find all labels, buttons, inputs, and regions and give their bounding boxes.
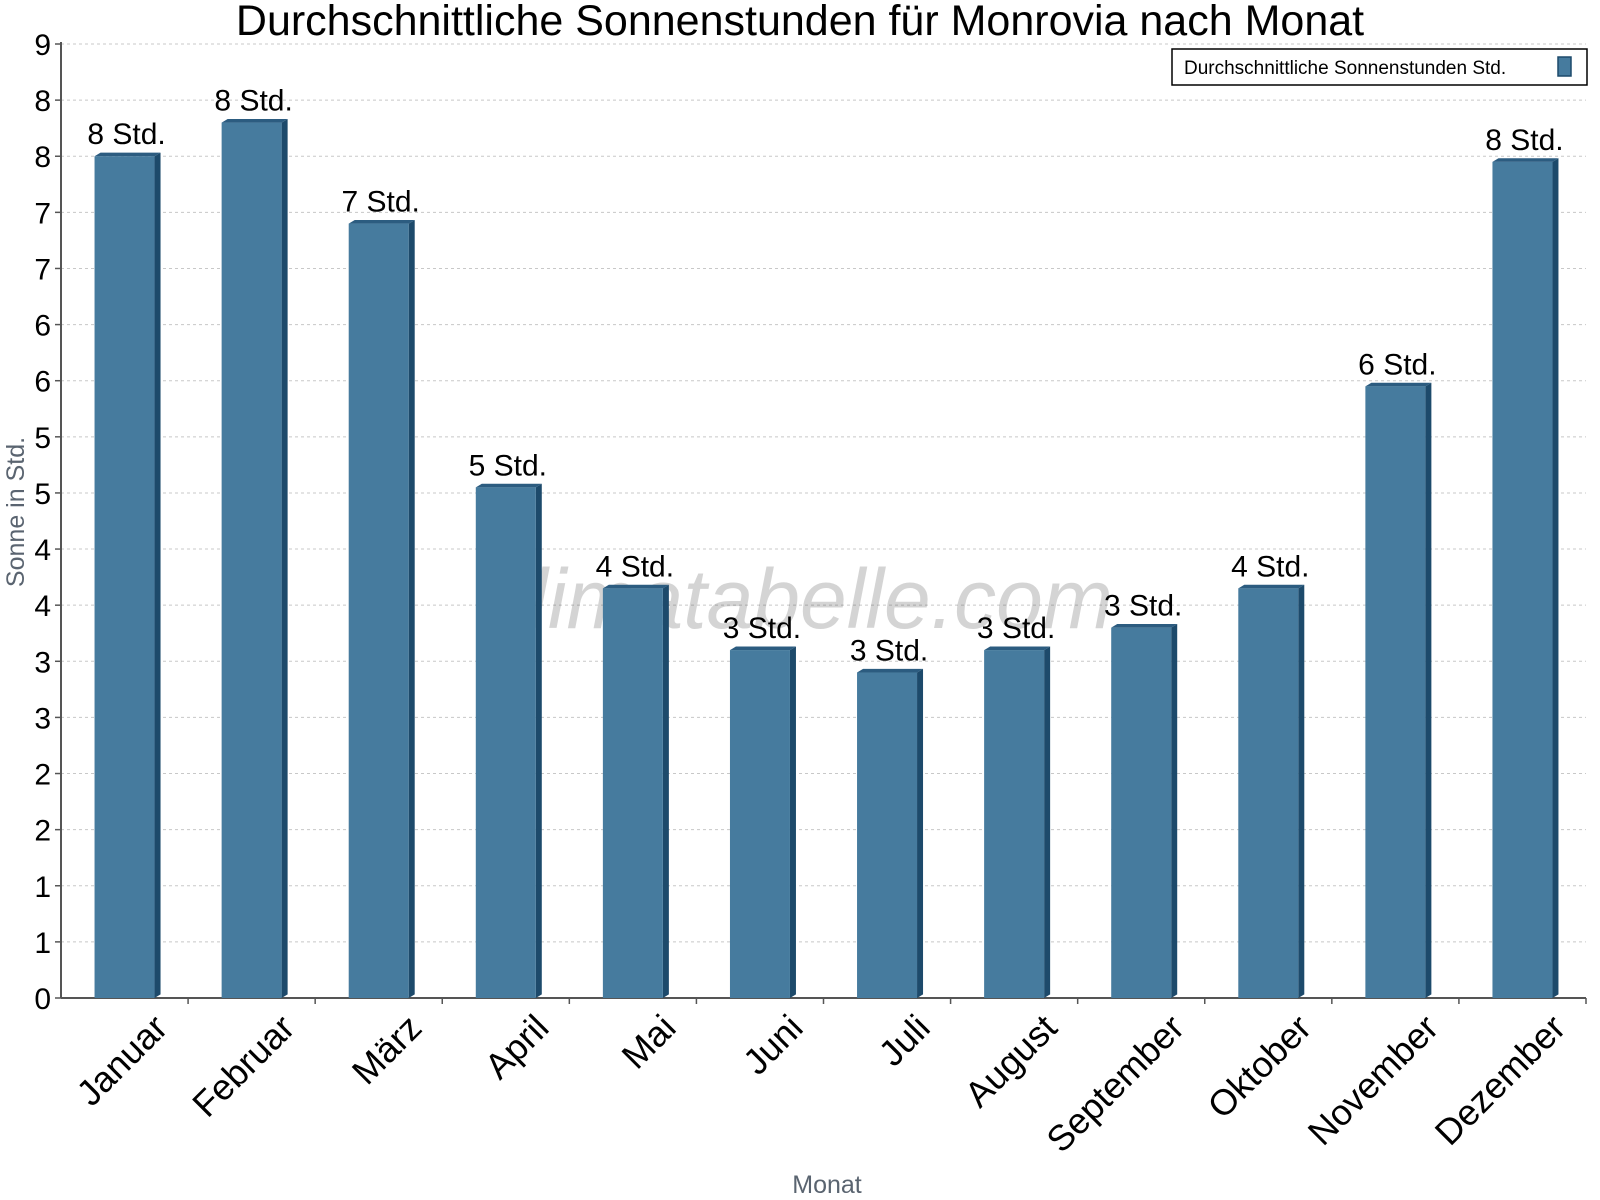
data-label-mai: 4 Std. bbox=[596, 550, 674, 583]
bar-top-august bbox=[984, 646, 1051, 651]
bar-side-januar bbox=[154, 152, 161, 998]
x-tick-label-märz: März bbox=[344, 1007, 430, 1093]
x-tick-label-februar: Februar bbox=[184, 1007, 302, 1125]
data-label-september: 3 Std. bbox=[1104, 590, 1182, 623]
chart-title: Durchschnittliche Sonnenstunden für Monr… bbox=[236, 0, 1364, 45]
bar-top-november bbox=[1365, 382, 1432, 387]
y-axis-ticks: 0 1 1 2 2 3 3 4 4 5 5 6 6 7 7 8 8 9 bbox=[34, 29, 61, 1016]
y-tick-label: 8 bbox=[34, 85, 51, 118]
data-label-juni: 3 Std. bbox=[723, 612, 801, 645]
bar-side-august bbox=[1044, 646, 1051, 998]
bars bbox=[94, 118, 1559, 999]
bar-top-september bbox=[1111, 624, 1178, 628]
bar-märz bbox=[348, 223, 409, 998]
bar-side-mai bbox=[662, 584, 669, 998]
data-label-juli: 3 Std. bbox=[850, 635, 928, 668]
y-tick-label: 7 bbox=[34, 253, 51, 286]
axes bbox=[60, 42, 1586, 999]
y-tick-label: 2 bbox=[34, 815, 51, 848]
bar-side-juni bbox=[789, 646, 796, 998]
y-axis-label: Sonne in Std. bbox=[2, 437, 30, 587]
y-tick-label: 3 bbox=[34, 702, 51, 735]
gridlines bbox=[61, 43, 1586, 943]
x-tick-label-april: April bbox=[477, 1007, 557, 1087]
x-tick-label-juni: Juni bbox=[735, 1007, 811, 1083]
y-tick-label: 9 bbox=[34, 29, 51, 62]
bar-side-september bbox=[1171, 624, 1178, 998]
bar-side-juli bbox=[917, 668, 924, 998]
y-tick-label: 2 bbox=[34, 759, 51, 792]
bar-side-november bbox=[1425, 382, 1432, 998]
legend-swatch bbox=[1557, 56, 1572, 77]
x-tick-label-oktober: Oktober bbox=[1199, 1007, 1319, 1127]
bar-mai bbox=[602, 588, 663, 998]
bar-top-märz bbox=[348, 219, 415, 224]
y-tick-label: 4 bbox=[34, 590, 51, 623]
x-tick-label-september: September bbox=[1038, 1007, 1192, 1161]
watermark-layer: klimatabelle.com bbox=[487, 552, 1113, 646]
bar-april bbox=[475, 487, 536, 998]
bar-februar bbox=[221, 122, 282, 999]
data-labels: 8 Std. 8 Std. 7 Std. 5 Std. 4 Std. 3 Std. 3 St… bbox=[87, 85, 1563, 668]
bar-dezember bbox=[1492, 161, 1553, 999]
y-tick-label: 5 bbox=[34, 422, 51, 455]
data-label-februar: 8 Std. bbox=[214, 85, 292, 118]
bar-top-april bbox=[475, 483, 542, 488]
bar-november bbox=[1365, 386, 1426, 999]
watermark-text: klimatabelle.com bbox=[487, 552, 1113, 646]
bar-januar bbox=[94, 156, 155, 998]
bar-side-april bbox=[535, 483, 542, 999]
data-label-august: 3 Std. bbox=[977, 612, 1055, 645]
y-tick-label: 8 bbox=[34, 141, 51, 174]
legend-entry-label: Durchschnittliche Sonnenstunden Std. bbox=[1184, 58, 1506, 79]
y-tick-label: 6 bbox=[34, 366, 51, 399]
bar-top-juni bbox=[729, 646, 796, 651]
bar-juli bbox=[857, 672, 918, 998]
x-tick-label-mai: Mai bbox=[614, 1007, 684, 1077]
data-label-april: 5 Std. bbox=[469, 449, 547, 482]
legend-box bbox=[1171, 48, 1588, 86]
y-tick-label: 5 bbox=[34, 478, 51, 511]
x-tick-label-november: November bbox=[1300, 1007, 1446, 1153]
bar-side-dezember bbox=[1552, 158, 1559, 998]
bar-oktober bbox=[1238, 588, 1299, 998]
bar-side-märz bbox=[408, 219, 415, 999]
bar-top-dezember bbox=[1492, 158, 1559, 162]
bar-september bbox=[1111, 627, 1172, 998]
bar-top-januar bbox=[94, 152, 161, 157]
bar-top-mai bbox=[602, 584, 669, 589]
data-label-märz: 7 Std. bbox=[342, 186, 420, 219]
data-label-november: 6 Std. bbox=[1358, 348, 1436, 381]
data-label-oktober: 4 Std. bbox=[1231, 550, 1309, 583]
bar-juni bbox=[729, 650, 790, 998]
y-tick-label: 7 bbox=[34, 197, 51, 230]
y-tick-label: 3 bbox=[34, 646, 51, 679]
y-tick-label: 1 bbox=[34, 927, 51, 960]
x-tick-label-dezember: Dezember bbox=[1427, 1007, 1573, 1153]
x-tick-label-juli: Juli bbox=[871, 1007, 938, 1074]
data-label-dezember: 8 Std. bbox=[1485, 124, 1563, 157]
x-tick-label-januar: Januar bbox=[68, 1007, 175, 1114]
data-label-januar: 8 Std. bbox=[87, 118, 165, 151]
y-tick-label: 6 bbox=[34, 310, 51, 343]
bar-top-oktober bbox=[1238, 584, 1305, 589]
y-tick-label: 4 bbox=[34, 534, 51, 567]
y-tick-label: 1 bbox=[34, 871, 51, 904]
bar-top-juli bbox=[857, 668, 924, 673]
x-axis-label: Monat bbox=[792, 1171, 862, 1199]
y-tick-label: 0 bbox=[34, 983, 51, 1016]
x-tick-label-august: August bbox=[957, 1007, 1065, 1115]
x-axis-ticks: Januar Februar März April Mai Juni Juli AugustS… bbox=[68, 998, 1587, 1161]
legend: Durchschnittliche Sonnenstunden Std. bbox=[1171, 48, 1588, 86]
bar-top-februar bbox=[221, 118, 288, 123]
bar-side-februar bbox=[281, 118, 288, 998]
bar-august bbox=[984, 650, 1045, 998]
bar-side-oktober bbox=[1298, 584, 1305, 998]
